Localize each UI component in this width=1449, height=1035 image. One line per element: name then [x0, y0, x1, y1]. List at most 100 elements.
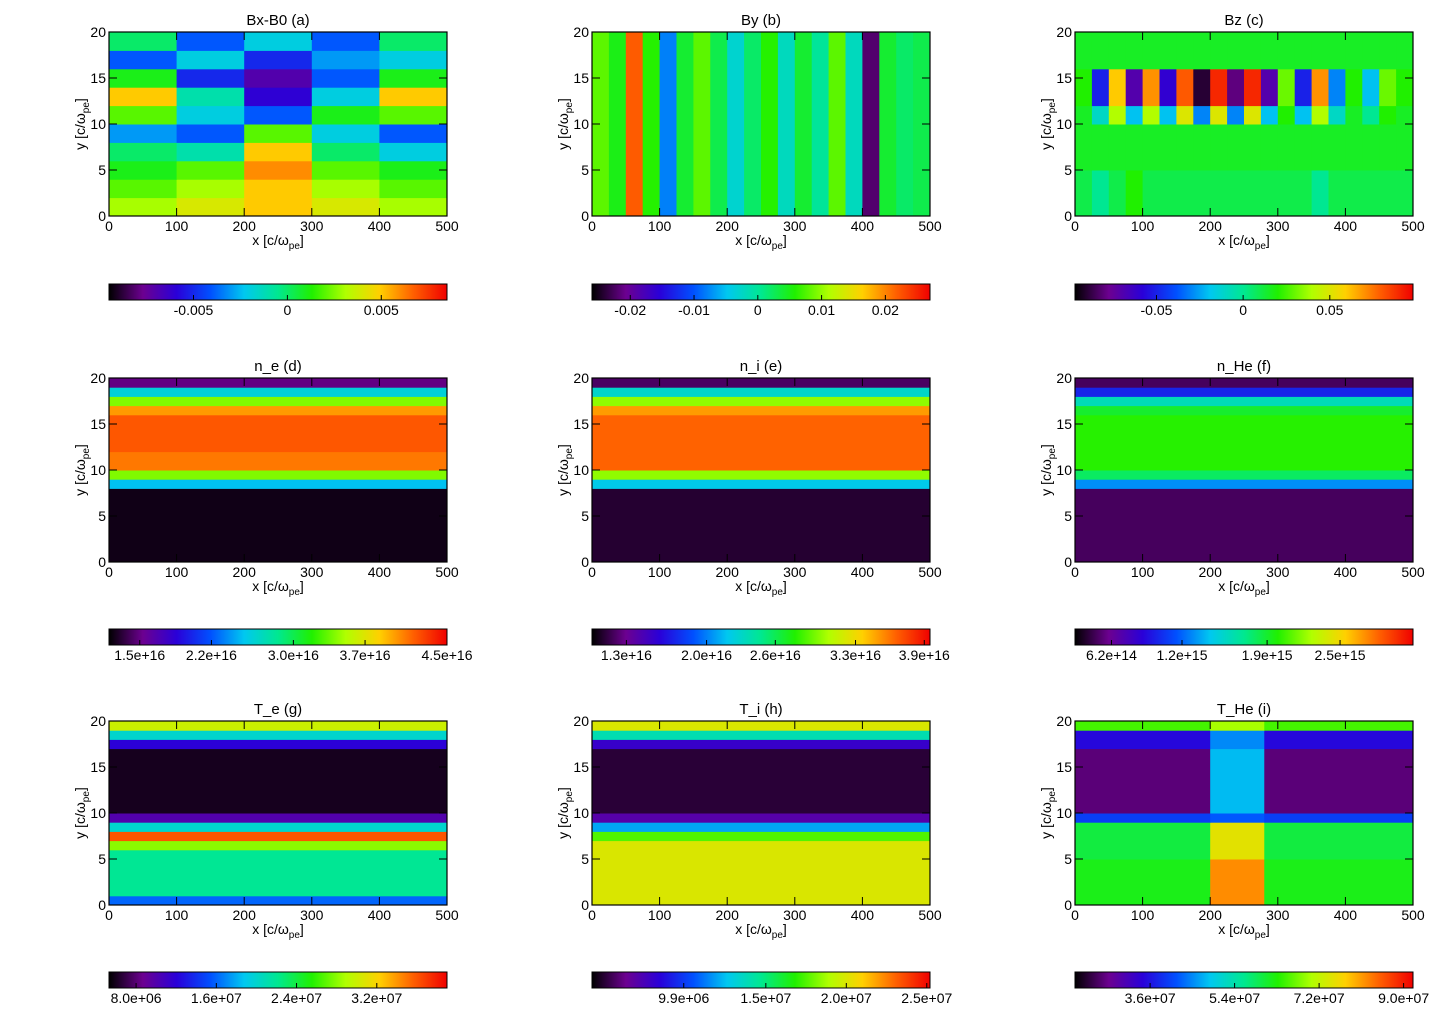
heat-cell — [1125, 170, 1144, 217]
heat-cell — [1264, 859, 1414, 906]
heat-cell — [1108, 170, 1127, 217]
heat-cell — [311, 124, 380, 143]
heat-cell — [862, 32, 880, 217]
x-tick-label: 300 — [300, 907, 324, 923]
heat-cell — [1227, 68, 1245, 107]
x-axis-label-part: x [c/ω — [1218, 921, 1255, 937]
heat-cell — [1227, 105, 1245, 125]
heat-cell — [1264, 813, 1414, 823]
heat-cell — [379, 87, 448, 107]
y-tick-label: 15 — [573, 416, 589, 432]
heat-cell — [1193, 32, 1211, 70]
heat-cell — [1260, 32, 1279, 70]
heat-cell — [1277, 124, 1296, 171]
heat-cell — [379, 197, 448, 217]
x-tick-label: 400 — [368, 218, 392, 234]
heat-cell — [659, 32, 677, 217]
y-tick-label: 20 — [90, 713, 106, 729]
heat-cell — [311, 179, 380, 199]
heat-cell — [1210, 124, 1228, 171]
heat-cell — [1311, 68, 1329, 107]
y-axis-label-part: ] — [72, 787, 88, 791]
colorbar — [108, 283, 448, 301]
heat-cell — [794, 32, 813, 217]
heat-cell — [1379, 32, 1397, 70]
x-axis-label: x [c/ωpe] — [735, 232, 787, 252]
heat-cell — [592, 822, 931, 832]
x-tick-label: 300 — [300, 564, 324, 580]
heat-cell — [896, 32, 914, 217]
panel-title: By (b) — [741, 12, 781, 29]
x-axis-label-part: ] — [300, 232, 304, 248]
x-tick-label: 400 — [368, 564, 392, 580]
heat-cell — [625, 32, 644, 217]
colorbar-tick-label: 3.7e+16 — [340, 647, 391, 663]
heat-cell — [1264, 721, 1414, 731]
colorbar — [1074, 628, 1414, 646]
heat-cell — [379, 50, 448, 70]
heat-cell — [1193, 170, 1211, 217]
y-axis-label-sub: pe — [1047, 791, 1058, 803]
heat-cell — [1362, 68, 1380, 107]
colorbar-tick-label: 2.2e+16 — [186, 647, 237, 663]
y-tick-label: 15 — [90, 759, 106, 775]
y-tick-label: 15 — [573, 759, 589, 775]
y-tick-label: 15 — [1056, 70, 1072, 86]
y-axis-label-part: ] — [555, 98, 571, 102]
x-tick-label: 400 — [1334, 564, 1358, 580]
y-axis-label-sub: pe — [564, 448, 575, 460]
heat-cell — [1075, 105, 1093, 125]
heat-cell — [176, 50, 245, 70]
y-axis-label-part: y [c/ω — [555, 459, 571, 496]
heat-cell — [1125, 68, 1144, 107]
x-tick-label: 500 — [918, 218, 942, 234]
heat-cell — [109, 831, 448, 842]
x-axis-label: x [c/ωpe] — [252, 921, 304, 941]
y-axis-label: y [c/ωpe] — [72, 444, 92, 496]
y-tick-label: 0 — [581, 554, 589, 570]
colorbar-tick-label: -0.01 — [678, 302, 710, 318]
heat-cell — [176, 160, 245, 180]
colorbar-tick-label: 4.5e+16 — [422, 647, 473, 663]
x-tick-label: 0 — [105, 218, 113, 234]
y-axis-label-sub: pe — [564, 102, 575, 114]
y-tick-label: 0 — [98, 897, 106, 913]
y-tick-label: 0 — [581, 208, 589, 224]
x-axis-label-part: x [c/ω — [735, 578, 772, 594]
heat-cell — [1075, 470, 1414, 480]
x-tick-label: 0 — [588, 564, 596, 580]
heat-cell — [109, 124, 178, 143]
colorbar-tick-label: -0.02 — [614, 302, 646, 318]
colorbar-tick-label: 9.0e+07 — [1378, 990, 1429, 1006]
colorbar-tick-label: 6.2e+14 — [1086, 647, 1137, 663]
heat-cell — [592, 813, 931, 823]
x-axis-label-sub: pe — [1255, 241, 1267, 252]
heat-cell — [244, 124, 313, 143]
heat-cell — [1142, 32, 1160, 70]
heat-cell — [1091, 105, 1110, 125]
heat-cell — [109, 822, 448, 832]
x-tick-label: 300 — [1266, 564, 1290, 580]
heat-cell — [109, 813, 448, 823]
heat-cell — [109, 405, 448, 416]
x-tick-label: 200 — [716, 564, 740, 580]
y-tick-label: 20 — [90, 370, 106, 386]
colorbar-tick-label: 3.0e+16 — [268, 647, 319, 663]
x-axis-label-sub: pe — [772, 930, 784, 941]
heat-cell — [1075, 488, 1414, 563]
x-axis-label-part: ] — [1266, 232, 1270, 248]
heat-cell — [1362, 105, 1380, 125]
x-tick-label: 0 — [1071, 218, 1079, 234]
colorbar-tick-label: 2.5e+15 — [1315, 647, 1366, 663]
heat-cell — [1379, 124, 1397, 171]
heat-cell — [1075, 748, 1211, 814]
y-axis-label-part: y [c/ω — [1038, 113, 1054, 150]
y-tick-label: 10 — [90, 805, 106, 821]
colorbar-tick-label: 3.6e+07 — [1125, 990, 1176, 1006]
heat-cell — [109, 479, 448, 489]
x-axis-label-part: ] — [300, 578, 304, 594]
x-tick-label: 100 — [648, 218, 672, 234]
colorbar-tick-label: -0.005 — [174, 302, 214, 318]
x-tick-label: 0 — [105, 907, 113, 923]
